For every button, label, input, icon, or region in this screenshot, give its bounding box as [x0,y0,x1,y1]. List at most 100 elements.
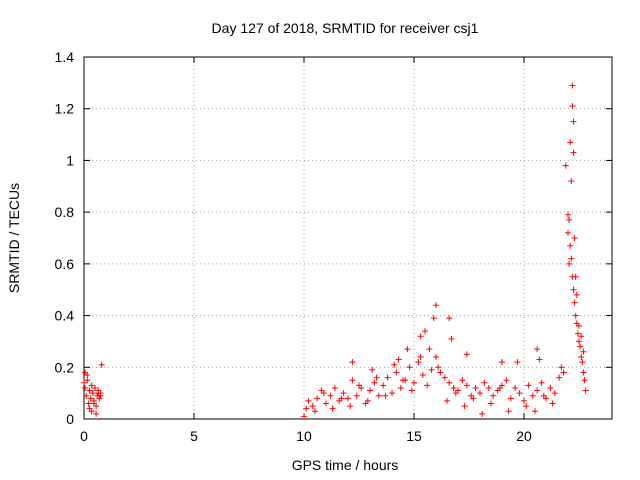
data-point [391,361,398,368]
data-point [417,353,424,360]
data-point [389,390,395,397]
data-point [523,403,530,410]
data-point [411,379,417,386]
data-point [516,390,523,397]
y-tick-label: 0.6 [55,256,75,272]
data-point [532,408,538,415]
data-point [437,369,444,376]
data-point [81,379,87,386]
data-point [444,397,450,404]
chart-title: Day 127 of 2018, SRMTID for receiver csj… [212,20,479,36]
data-point [88,382,95,389]
data-point [568,255,575,262]
x-tick-label: 15 [406,428,422,444]
data-point [428,366,435,373]
data-point [415,359,422,366]
data-point [565,211,571,218]
data-point [353,392,360,399]
data-point [435,364,442,371]
data-point [571,235,578,241]
y-tick-label: 0.8 [55,204,75,220]
data-point [329,405,336,412]
data-point [507,395,514,402]
data-point [89,390,96,397]
data-point [549,400,556,407]
data-point [521,397,527,404]
y-tick-label: 1 [66,152,74,168]
y-axis: 0 0.2 0.4 0.6 0.8 1 1.2 1.4 [55,49,612,427]
data-point [446,379,453,386]
data-point [98,361,105,368]
data-point [433,353,439,360]
data-point [578,333,585,340]
data-point [577,343,584,350]
data-point [452,390,459,397]
data-point [580,369,587,376]
x-tick-label: 20 [516,428,532,444]
data-point [551,390,558,397]
data-point [96,395,103,402]
data-point [406,364,413,371]
data-point [320,390,327,397]
x-axis-label: GPS time / hours [292,457,399,473]
data-point [477,390,483,397]
data-point [424,382,431,389]
data-point [430,315,437,322]
data-point [312,408,318,415]
data-point [397,384,404,391]
data-point [572,273,579,280]
data-point [83,392,90,399]
data-point [369,366,376,373]
data-point [485,384,492,391]
data-point [574,330,581,337]
data-point [331,384,338,391]
data-point [86,405,93,412]
data-point [538,379,545,386]
data-point [92,384,98,391]
data-point [380,382,387,389]
data-point [461,403,468,410]
data-point [84,372,91,379]
data-point [512,384,519,391]
data-point [534,387,541,394]
data-point [579,359,586,366]
data-point [576,322,582,329]
x-tick-label: 10 [296,428,312,444]
data-point [481,379,488,386]
y-tick-label: 0.2 [55,359,75,375]
data-point [93,410,100,417]
data-point [417,333,424,340]
data-point [345,395,351,402]
data-point [556,374,563,381]
data-point [373,374,380,381]
data-point [576,338,582,345]
data-point [571,299,578,306]
data-point [301,413,307,420]
data-point [496,384,503,391]
data-point [364,397,371,404]
data-point [505,408,512,415]
data-point [540,392,547,399]
data-point [581,377,588,384]
data-point [578,353,585,360]
data-point [566,260,573,267]
data-point [446,315,453,322]
data-point [82,384,89,391]
plot-frame [83,56,613,420]
data-point [463,382,470,389]
data-point [488,400,494,407]
data-point [426,346,433,353]
data-point [534,346,541,353]
data-point [356,382,362,389]
data-point [393,369,400,376]
data-point [371,379,378,386]
data-points [81,82,589,420]
data-point [570,286,577,293]
data-point [570,118,577,125]
data-point [323,400,329,407]
y-axis-label: SRMTID / TECUs [6,183,22,293]
x-tick-label: 0 [80,428,88,444]
data-point [536,356,543,363]
data-point [349,359,356,366]
